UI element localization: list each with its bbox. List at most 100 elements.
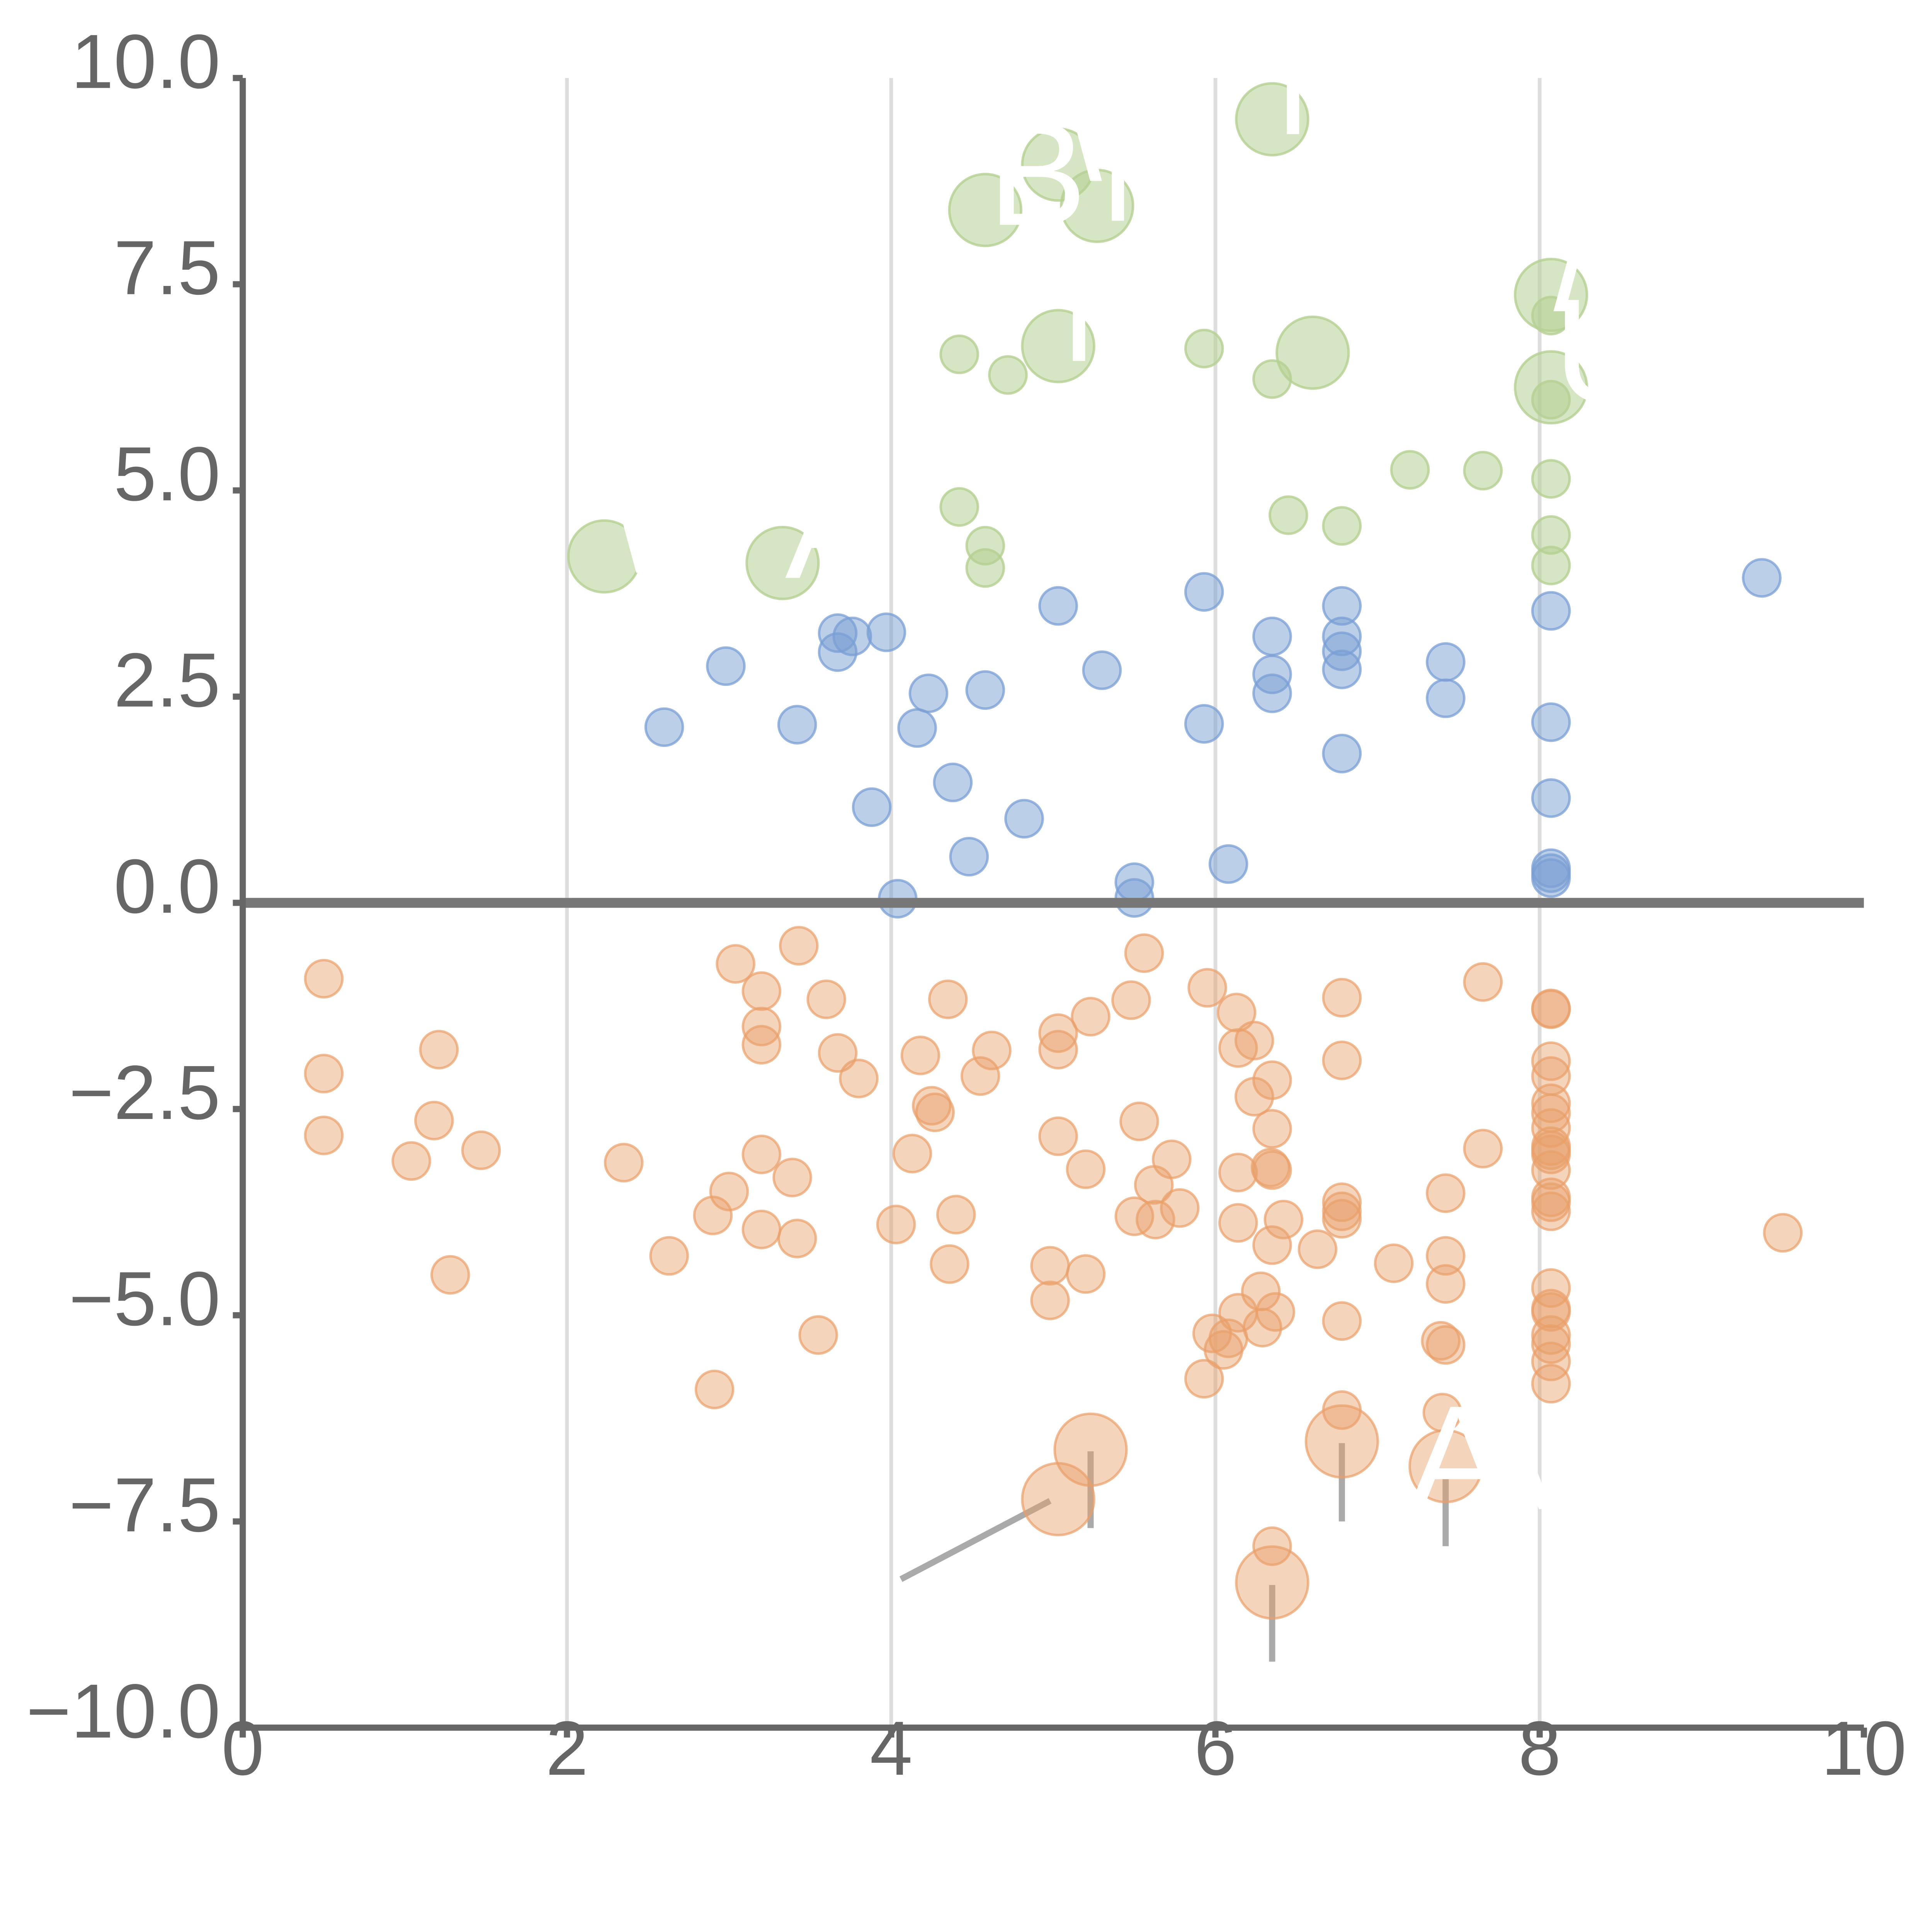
data-point	[1531, 1182, 1571, 1222]
data-point	[1235, 1545, 1310, 1620]
data-point	[798, 1315, 838, 1355]
data-point	[1235, 82, 1310, 156]
data-point	[1234, 1020, 1274, 1061]
data-point	[1531, 988, 1571, 1029]
point-label: U	[1553, 268, 1661, 434]
data-point	[949, 837, 989, 877]
data-point	[772, 1158, 812, 1197]
x-tick-label: 10	[1821, 1706, 1906, 1791]
data-point	[806, 980, 846, 1019]
data-point	[1374, 1243, 1414, 1283]
data-point	[1531, 778, 1571, 818]
data-point	[1531, 1041, 1571, 1081]
data-point	[1184, 704, 1224, 744]
y-tick-label: 0.0	[114, 844, 220, 929]
data-point	[1255, 1292, 1296, 1332]
data-point	[1252, 359, 1292, 399]
data-point	[1216, 993, 1257, 1032]
data-point	[1060, 168, 1134, 243]
point-labels: \ AIB\NNM '/UAV	[607, 0, 1661, 1541]
point-label: B	[988, 90, 1087, 257]
data-point	[900, 1036, 940, 1075]
data-point	[1066, 1149, 1106, 1189]
data-point	[839, 1058, 879, 1099]
y-tick-label: −10.0	[26, 1668, 221, 1754]
data-point	[779, 926, 819, 966]
data-point	[1218, 1203, 1258, 1243]
data-point	[304, 1054, 344, 1094]
data-point	[1021, 309, 1095, 383]
data-point	[818, 1033, 858, 1073]
data-point	[693, 1196, 733, 1235]
point-label: \	[607, 437, 648, 603]
y-tick-label: 2.5	[114, 638, 220, 723]
data-point	[988, 355, 1028, 395]
data-point	[936, 1195, 976, 1235]
data-point	[908, 673, 949, 713]
data-point	[1531, 1364, 1571, 1404]
data-point	[1425, 1264, 1466, 1304]
data-point	[1114, 1196, 1155, 1236]
data-point	[1208, 844, 1248, 884]
data-point	[912, 1086, 952, 1126]
data-point	[972, 1031, 1012, 1070]
data-point	[1531, 546, 1571, 585]
data-point	[1252, 1109, 1292, 1149]
data-point	[1252, 673, 1292, 713]
data-point	[1531, 1150, 1571, 1190]
data-point	[1322, 506, 1362, 546]
data-point	[832, 616, 872, 656]
data-point	[1038, 1116, 1078, 1156]
y-tick-label: −2.5	[69, 1050, 220, 1136]
data-point	[1038, 1013, 1078, 1053]
data-point	[742, 1209, 782, 1250]
data-point	[1184, 1359, 1224, 1399]
data-point	[1531, 1134, 1571, 1174]
data-point	[1030, 1246, 1070, 1286]
data-point	[1463, 451, 1503, 491]
data-point	[1053, 1412, 1128, 1487]
y-tick-label: 5.0	[114, 431, 220, 517]
x-tick-label: 8	[1518, 1706, 1561, 1791]
data-point	[1531, 1342, 1571, 1381]
point-label: /	[1553, 175, 1595, 342]
point-label: N	[1275, 0, 1382, 166]
data-point	[414, 1100, 454, 1141]
y-tick-label: 10.0	[71, 19, 221, 105]
data-point	[939, 334, 979, 374]
data-point	[1390, 450, 1430, 490]
data-point	[694, 1369, 735, 1410]
data-point	[1030, 1281, 1070, 1320]
x-tick-label: 0	[221, 1706, 264, 1791]
data-point	[1264, 1199, 1304, 1240]
data-point	[742, 1134, 782, 1174]
data-point	[1425, 678, 1466, 718]
data-point	[897, 708, 937, 748]
data-point	[430, 1255, 470, 1295]
data-point	[1298, 1229, 1338, 1269]
data-point	[1425, 1325, 1466, 1365]
data-point	[777, 1219, 817, 1259]
data-point	[930, 1244, 969, 1284]
data-point	[1038, 1030, 1078, 1070]
data-point	[1531, 1292, 1571, 1332]
data-point	[1425, 1236, 1466, 1276]
data-point	[1187, 968, 1227, 1008]
data-point	[1250, 1148, 1291, 1188]
data-point	[928, 980, 968, 1019]
data-point	[892, 1134, 932, 1173]
data-point	[1763, 1213, 1803, 1253]
data-point	[649, 1236, 689, 1276]
data-point	[866, 612, 906, 652]
data-point	[1119, 1101, 1159, 1141]
data-point	[644, 707, 684, 747]
data-point	[852, 787, 892, 827]
point-label: AI	[785, 444, 925, 610]
data-point	[1425, 642, 1466, 682]
data-point	[1252, 616, 1292, 656]
data-point	[1160, 1188, 1200, 1228]
data-point	[1531, 1191, 1571, 1231]
data-point	[1082, 650, 1122, 690]
data-point	[1531, 296, 1571, 335]
